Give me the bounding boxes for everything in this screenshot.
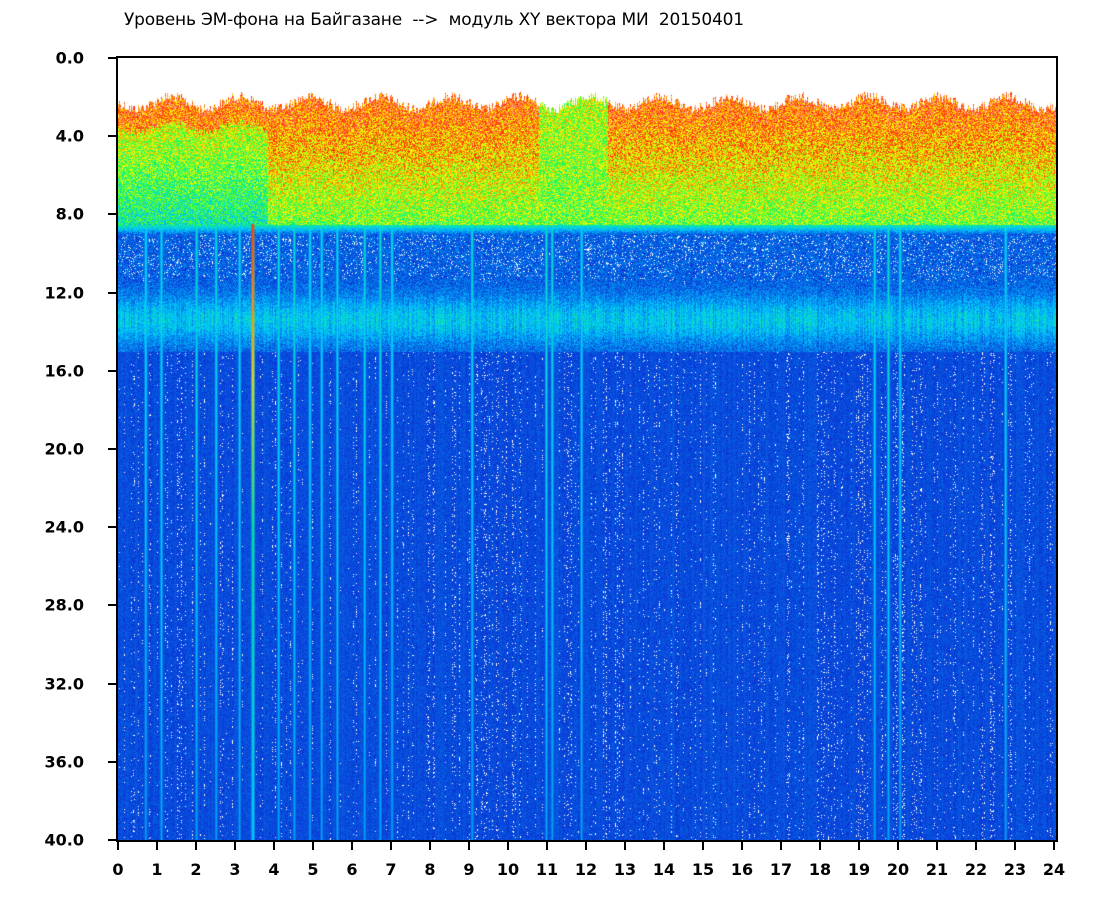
x-tick-mark <box>234 842 236 850</box>
x-tick-label: 22 <box>964 860 988 879</box>
x-tick-label: 12 <box>574 860 598 879</box>
y-tick-label: 8.0 <box>55 204 84 224</box>
y-tick-mark <box>108 291 116 294</box>
spectrogram-heatmap <box>118 58 1056 840</box>
x-tick-label: 2 <box>190 860 202 879</box>
y-tick-mark <box>108 526 116 529</box>
x-tick-label: 0 <box>112 860 124 879</box>
x-tick-mark <box>351 842 353 850</box>
y-tick-label: 4.0 <box>55 126 84 146</box>
x-tick-label: 15 <box>691 860 715 879</box>
y-tick-label: 40.0 <box>44 830 84 850</box>
y-tick-label: 32.0 <box>44 674 84 694</box>
y-tick-mark <box>108 135 116 138</box>
x-tick-label: 20 <box>886 860 910 879</box>
y-tick-label: 12.0 <box>44 283 84 303</box>
x-tick-mark <box>819 842 821 850</box>
x-tick-label: 13 <box>613 860 637 879</box>
y-tick-label: 20.0 <box>44 439 84 459</box>
x-tick-label: 11 <box>535 860 559 879</box>
x-tick-mark <box>858 842 860 850</box>
y-tick-mark <box>108 213 116 216</box>
x-tick-label: 4 <box>268 860 280 879</box>
x-tick-mark <box>156 842 158 850</box>
x-tick-mark <box>1053 842 1055 850</box>
x-tick-label: 9 <box>463 860 475 879</box>
y-tick-label: 28.0 <box>44 595 84 615</box>
x-tick-mark <box>936 842 938 850</box>
x-tick-label: 5 <box>307 860 319 879</box>
x-tick-label: 17 <box>769 860 793 879</box>
x-tick-label: 24 <box>1042 860 1066 879</box>
y-tick-label: 0.0 <box>55 48 84 68</box>
x-tick-label: 19 <box>847 860 871 879</box>
x-tick-mark <box>780 842 782 850</box>
x-tick-mark <box>390 842 392 850</box>
x-tick-label: 21 <box>925 860 949 879</box>
x-tick-mark <box>507 842 509 850</box>
x-tick-mark <box>1014 842 1016 850</box>
x-tick-mark <box>429 842 431 850</box>
x-tick-label: 14 <box>652 860 676 879</box>
x-tick-mark <box>897 842 899 850</box>
x-tick-label: 7 <box>385 860 397 879</box>
x-tick-mark <box>312 842 314 850</box>
x-tick-label: 23 <box>1003 860 1027 879</box>
x-tick-mark <box>741 842 743 850</box>
x-tick-mark <box>273 842 275 850</box>
plot-area <box>116 56 1058 842</box>
x-tick-label: 10 <box>496 860 520 879</box>
x-tick-label: 6 <box>346 860 358 879</box>
x-tick-mark <box>117 842 119 850</box>
y-tick-label: 16.0 <box>44 361 84 381</box>
x-tick-label: 16 <box>730 860 754 879</box>
x-tick-label: 18 <box>808 860 832 879</box>
x-tick-label: 8 <box>424 860 436 879</box>
x-tick-mark <box>585 842 587 850</box>
x-tick-mark <box>702 842 704 850</box>
y-tick-label: 24.0 <box>44 517 84 537</box>
chart-title: Уровень ЭМ-фона на Байгазане --> модуль … <box>124 10 744 30</box>
x-tick-label: 3 <box>229 860 241 879</box>
x-tick-mark <box>546 842 548 850</box>
x-tick-mark <box>195 842 197 850</box>
x-tick-mark <box>975 842 977 850</box>
y-tick-mark <box>108 839 116 841</box>
y-tick-mark <box>108 682 116 685</box>
x-tick-mark <box>468 842 470 850</box>
x-tick-mark <box>663 842 665 850</box>
y-tick-mark <box>108 760 116 763</box>
y-tick-mark <box>108 369 116 372</box>
x-tick-mark <box>624 842 626 850</box>
y-tick-label: 36.0 <box>44 752 84 772</box>
y-tick-mark <box>108 604 116 607</box>
y-tick-mark <box>108 448 116 450</box>
y-tick-mark <box>108 57 116 59</box>
x-tick-label: 1 <box>151 860 163 879</box>
